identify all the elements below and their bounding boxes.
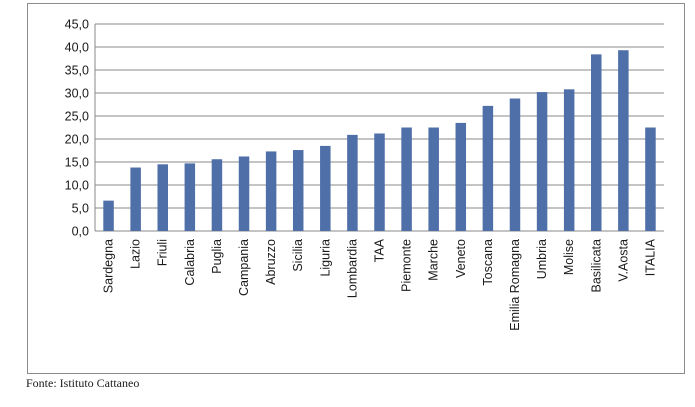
bar [455,122,467,231]
bar [401,127,412,231]
y-tick-label: 25,0 [65,110,89,124]
y-tick-label: 20,0 [65,133,89,147]
bar [591,54,602,231]
category-label: Veneto [454,239,468,278]
category-label: Basilicata [589,239,603,293]
chart-frame: 0,0 5,0 10,0 15,0 20,0 25,0 30,0 35,0 40,0 45,0 Sa… [27,3,685,374]
category-label: V.Aosta [616,239,630,282]
category-label: Campania [237,239,251,296]
y-tick-label: 5,0 [72,202,89,216]
category-label: Puglia [210,239,224,274]
category-label: Umbria [535,239,549,279]
bar [157,164,168,231]
category-label: Sicilia [291,239,305,272]
bar [292,150,304,231]
y-tick-label: 35,0 [65,64,89,78]
category-label: Abruzzo [264,239,278,285]
bar [130,167,141,231]
category-label: Lombardia [345,239,359,298]
category-label: Calabria [183,239,197,286]
category-label: Liguria [318,239,332,277]
bar [645,127,656,231]
category-label: Piemonte [400,239,414,292]
category-label: TAA [373,238,387,262]
bar [320,145,331,231]
source-note: Fonte: Istituto Cattaneo [26,376,140,390]
category-label: Toscana [481,239,495,286]
bar [536,92,548,231]
bar-chart: 0,0 5,0 10,0 15,0 20,0 25,0 30,0 35,0 40,0 45,0 Sa… [65,18,664,331]
bar [211,159,223,231]
y-tick-label: 15,0 [65,156,89,170]
y-tick-label: 30,0 [65,87,89,101]
y-tick-label: 10,0 [65,179,89,193]
bar [563,89,575,231]
category-label: Sardegna [102,239,116,293]
bar [374,133,385,231]
bar [184,163,196,231]
category-label: Emilia Romagna [508,239,522,331]
category-label: Lazio [129,239,143,269]
y-tick-label: 0,0 [72,225,89,239]
bar [618,50,629,231]
category-label: Marche [427,239,441,281]
bar [238,156,250,231]
y-tick-label: 45,0 [65,18,89,32]
bar [103,200,114,231]
bar [265,151,277,231]
bar [428,127,439,231]
bar [509,98,521,232]
bar [347,134,358,231]
bar [482,105,494,231]
category-label: Molise [562,239,576,275]
category-label: ITALIA [643,238,657,276]
category-label: Friuli [156,239,170,266]
y-tick-label: 40,0 [65,41,89,55]
